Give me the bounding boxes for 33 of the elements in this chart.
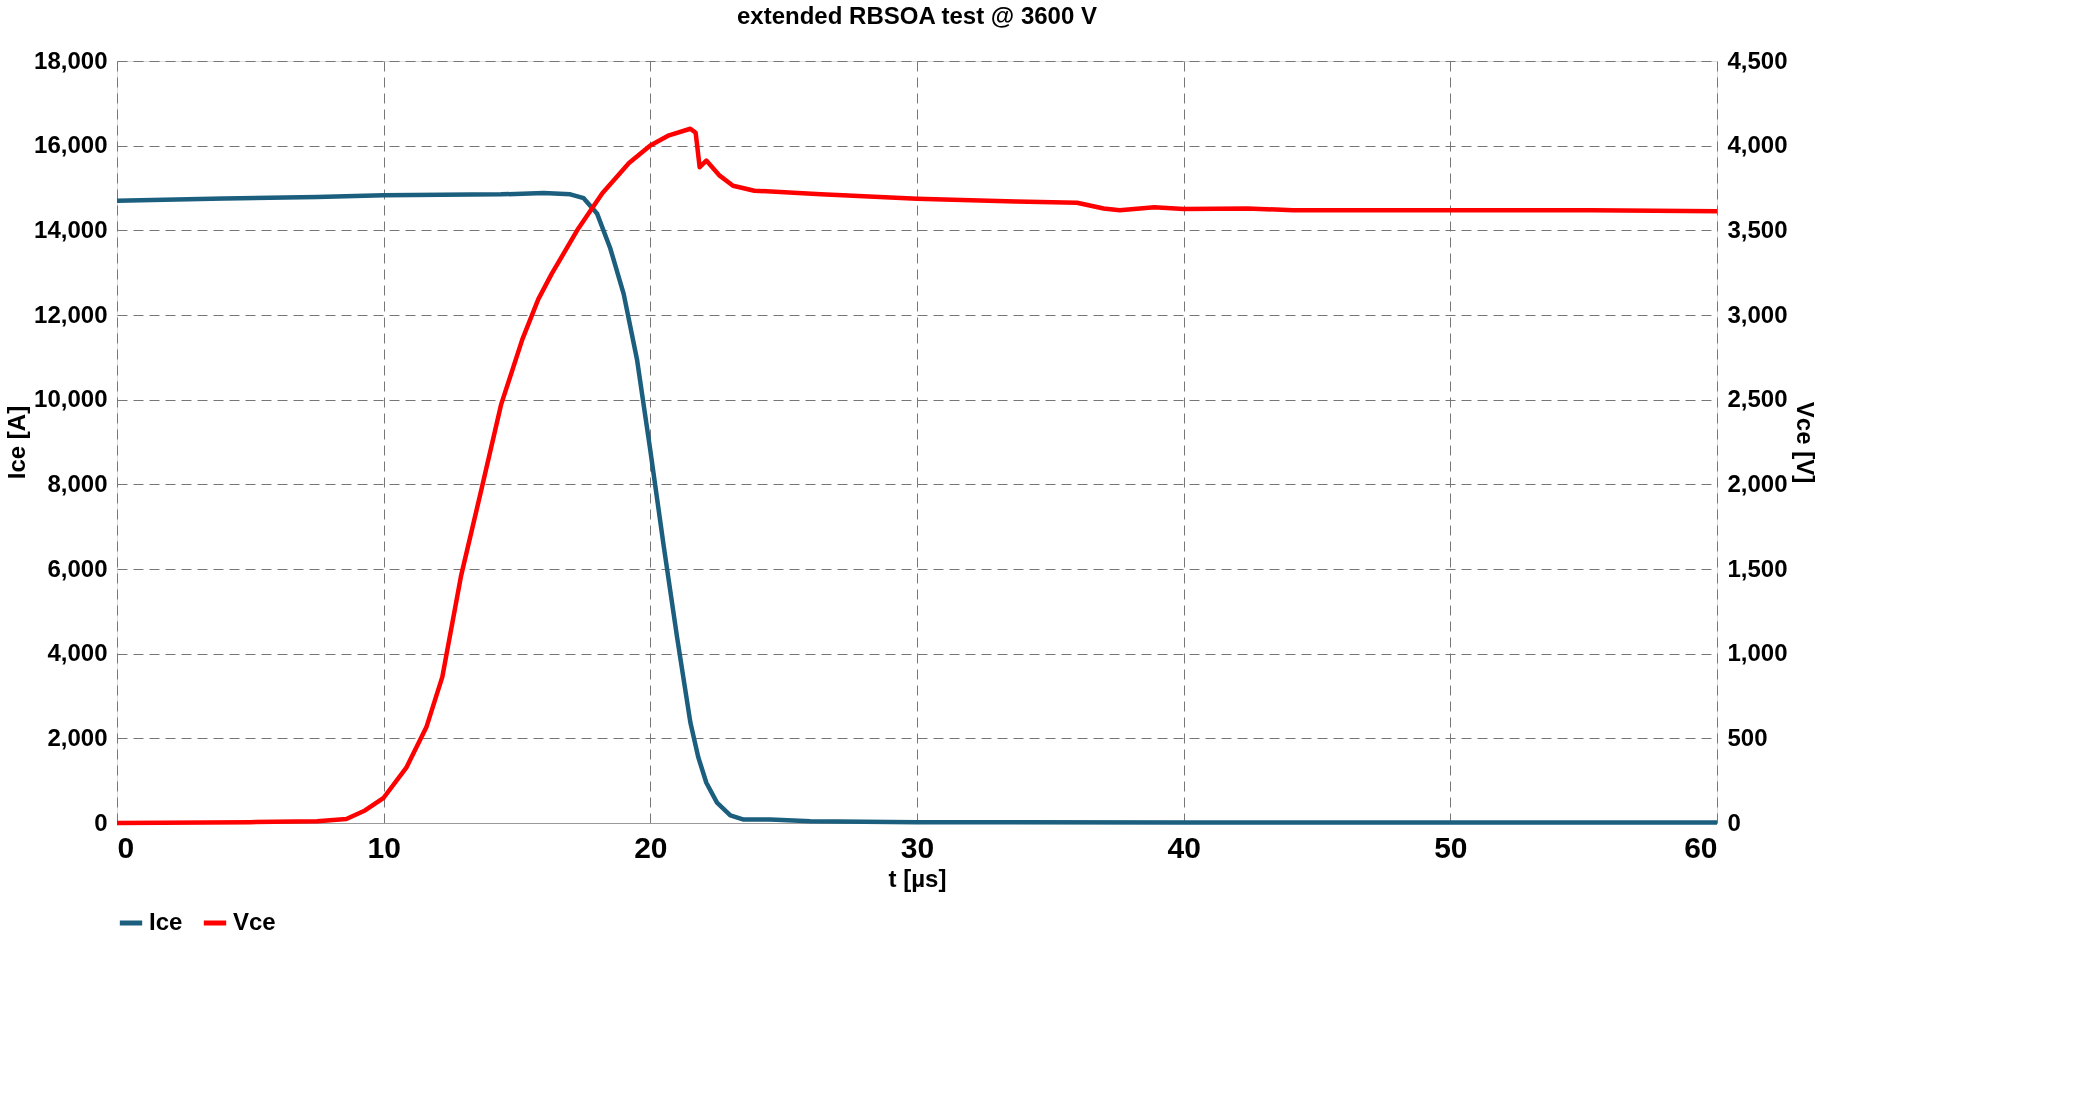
y-tick-label: 16,000: [34, 131, 108, 159]
y-tick-label: 0: [94, 808, 108, 836]
chart-title: extended RBSOA test @ 3600 V: [737, 2, 1097, 29]
x-tick-label: 50: [1434, 830, 1468, 864]
y2-tick-label: 3,500: [1727, 215, 1788, 243]
y2-tick-label: 2,500: [1727, 385, 1788, 413]
y-tick-label: 2,000: [47, 723, 108, 751]
y-tick-label: 10,000: [34, 385, 108, 413]
y2-tick-label: 500: [1727, 723, 1768, 751]
y2-tick-label: 1,000: [1727, 639, 1788, 667]
y-tick-label: 4,000: [47, 639, 108, 667]
x-tick-label: 60: [1684, 830, 1718, 864]
y2-tick-label: 3,000: [1727, 300, 1788, 328]
y-tick-label: 14,000: [34, 215, 108, 243]
x-axis-title: t [µs]: [888, 864, 947, 892]
y2-tick-label: 2,000: [1727, 469, 1788, 497]
y2-axis-title: Vce [V]: [1791, 401, 1819, 484]
y-tick-label: 12,000: [34, 300, 108, 328]
y-axis-title: Ice [A]: [3, 405, 31, 480]
x-tick-label: 20: [634, 830, 668, 864]
y-tick-label: 18,000: [34, 46, 108, 74]
y-tick-label: 6,000: [47, 554, 108, 582]
y2-tick-label: 1,500: [1727, 554, 1788, 582]
y2-tick-label: 4,500: [1727, 46, 1788, 74]
x-tick-label: 30: [900, 830, 935, 864]
y2-tick-label: 4,000: [1727, 131, 1788, 159]
y-tick-label: 8,000: [47, 469, 108, 497]
x-tick-label: 0: [117, 830, 135, 864]
legend-label: Ice: [149, 908, 183, 935]
x-tick-label: 40: [1167, 830, 1201, 864]
legend-label: Vce: [233, 908, 276, 935]
y2-tick-label: 0: [1727, 808, 1741, 836]
x-tick-label: 10: [367, 830, 401, 864]
